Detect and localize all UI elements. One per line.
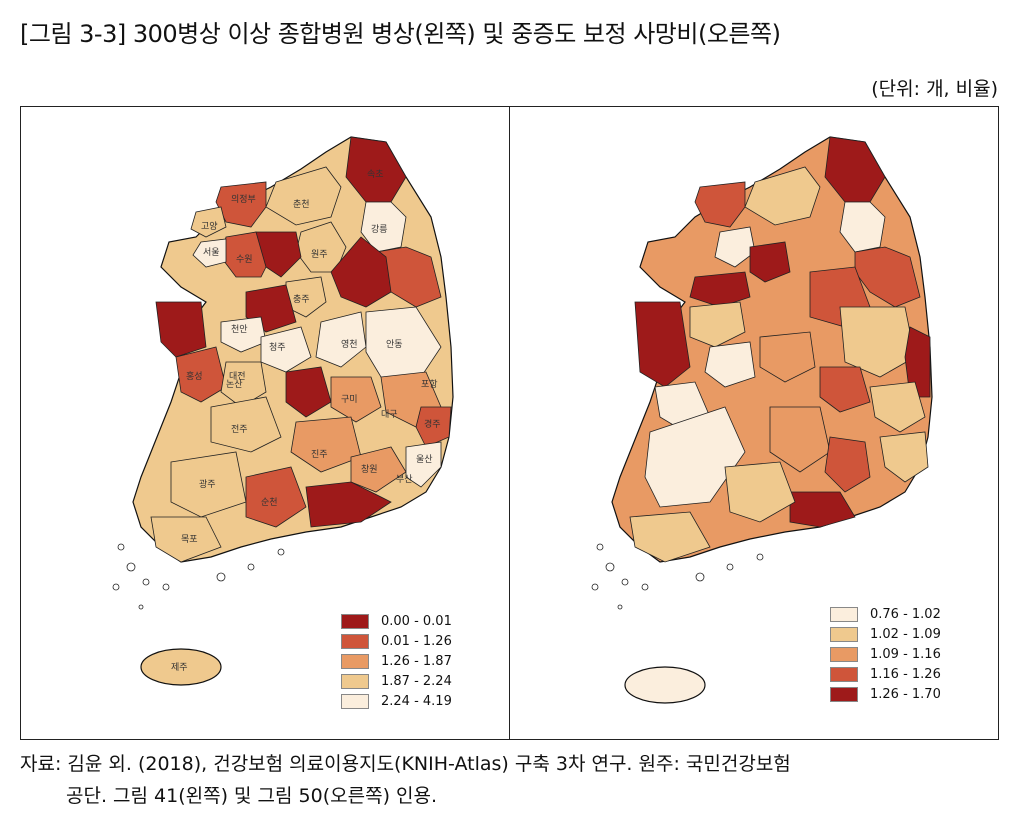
- label-suwon: 수원: [236, 254, 253, 265]
- label-wonju: 원주: [311, 249, 328, 260]
- label-changwon: 창원: [361, 464, 378, 475]
- label-chuncheon: 춘천: [293, 199, 310, 210]
- label-jeonju: 전주: [231, 424, 248, 435]
- right-map: [591, 136, 933, 704]
- label-ulsan: 울산: [416, 454, 433, 465]
- left-map: 속초 춘천 의정부 고양 서울 강릉 원주 수원 충주 천안 청주 홍성 논산 …: [112, 136, 454, 686]
- right-legend: 0.76 - 1.02 1.02 - 1.09 1.09 - 1.16 1.16…: [830, 604, 941, 704]
- unit-note: (단위: 개, 비율): [871, 78, 998, 100]
- label-cheonan: 천안: [231, 324, 248, 335]
- label-nonsan: 논산: [226, 379, 243, 390]
- label-seoul: 서울: [203, 247, 220, 258]
- label-gyeongju: 경주: [424, 418, 441, 430]
- label-andong: 안동: [386, 339, 403, 350]
- label-daejeon: 대전: [229, 371, 246, 382]
- left-legend-item: 2.24 - 4.19: [341, 691, 452, 711]
- left-legend: 0.00 - 0.01 0.01 - 1.26 1.26 - 1.87 1.87…: [341, 611, 452, 711]
- label-goyang: 고양: [201, 221, 218, 232]
- label-yeongcheon: 영천: [341, 339, 358, 350]
- label-busan: 부산: [396, 474, 413, 485]
- label-jinju: 진주: [311, 449, 328, 460]
- source-line-1: 자료: 김윤 외. (2018), 건강보험 의료이용지도(KNIH-Atlas…: [20, 753, 791, 775]
- label-jeju: 제주: [171, 662, 188, 673]
- label-mokpo: 목포: [181, 534, 198, 545]
- left-legend-item: 1.26 - 1.87: [341, 651, 452, 671]
- figure-title: [그림 3-3] 300병상 이상 종합병원 병상(왼쪽) 및 중증도 보정 사…: [20, 20, 781, 48]
- label-cheorwon: 의정부: [231, 194, 256, 205]
- label-gwangju: 광주: [199, 478, 216, 490]
- right-legend-item: 1.02 - 1.09: [830, 624, 941, 644]
- right-legend-item: 1.16 - 1.26: [830, 664, 941, 684]
- label-cheongju: 청주: [269, 342, 286, 353]
- right-legend-item: 0.76 - 1.02: [830, 604, 941, 624]
- label-gangneung: 강릉: [371, 224, 388, 235]
- label-gumi: 구미: [341, 394, 358, 405]
- source-note: 자료: 김윤 외. (2018), 건강보험 의료이용지도(KNIH-Atlas…: [20, 748, 791, 812]
- left-legend-item: 0.00 - 0.01: [341, 611, 452, 631]
- jeju-island-right: [624, 666, 706, 704]
- label-daegu: 대구: [381, 409, 398, 420]
- left-legend-item: 1.87 - 2.24: [341, 671, 452, 691]
- label-chungju: 충주: [293, 294, 310, 305]
- label-sokcho: 속초: [367, 169, 384, 180]
- right-map-panel: 0.76 - 1.02 1.02 - 1.09 1.09 - 1.16 1.16…: [509, 106, 999, 740]
- right-legend-item: 1.09 - 1.16: [830, 644, 941, 664]
- label-suncheon: 순천: [261, 497, 278, 508]
- source-line-2: 공단. 그림 41(왼쪽) 및 그림 50(오른쪽) 인용.: [66, 785, 438, 807]
- right-legend-item: 1.26 - 1.70: [830, 684, 941, 704]
- left-legend-item: 0.01 - 1.26: [341, 631, 452, 651]
- label-hongseong: 홍성: [186, 370, 203, 382]
- label-pohang: 포항: [421, 379, 438, 390]
- left-map-panel: 속초 춘천 의정부 고양 서울 강릉 원주 수원 충주 천안 청주 홍성 논산 …: [20, 106, 510, 740]
- jeju-island: [140, 648, 222, 686]
